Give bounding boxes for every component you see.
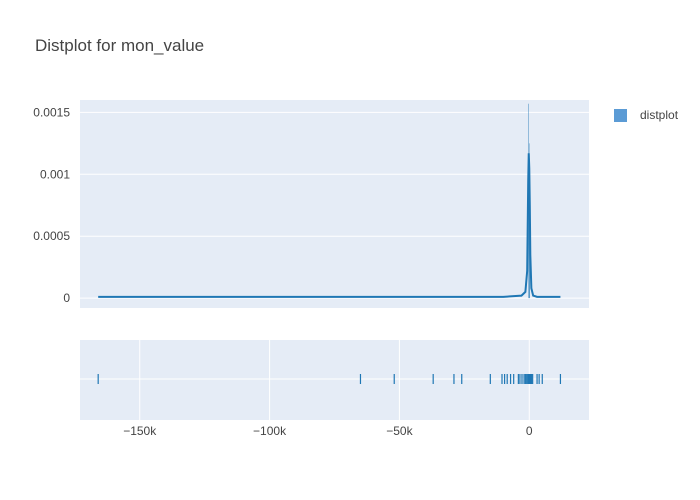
x-tick-label: −100k (253, 424, 287, 438)
x-tick-label: −50k (386, 424, 413, 438)
y-gridlines (80, 111, 589, 299)
rug-plot-area (80, 340, 589, 420)
y-tick-label: 0.0005 (33, 229, 70, 243)
legend[interactable]: distplot (614, 108, 679, 122)
x-tick-label: 0 (526, 424, 533, 438)
legend-label: distplot (640, 108, 679, 122)
kde-curve (98, 153, 561, 298)
chart-title: Distplot for mon_value (35, 36, 204, 55)
y-tick-labels: 0 0.0005 0.001 0.0015 (33, 105, 70, 305)
x-tick-label: −150k (123, 424, 157, 438)
y-tick-label: 0.0015 (33, 105, 70, 119)
density-plot-area (80, 100, 589, 308)
legend-swatch (614, 109, 627, 122)
y-tick-label: 0.001 (40, 167, 70, 181)
y-tick-label: 0 (63, 291, 70, 305)
histogram-bar (529, 242, 531, 299)
x-tick-labels: −150k −100k −50k 0 (123, 424, 533, 438)
rug-marks (97, 374, 562, 384)
